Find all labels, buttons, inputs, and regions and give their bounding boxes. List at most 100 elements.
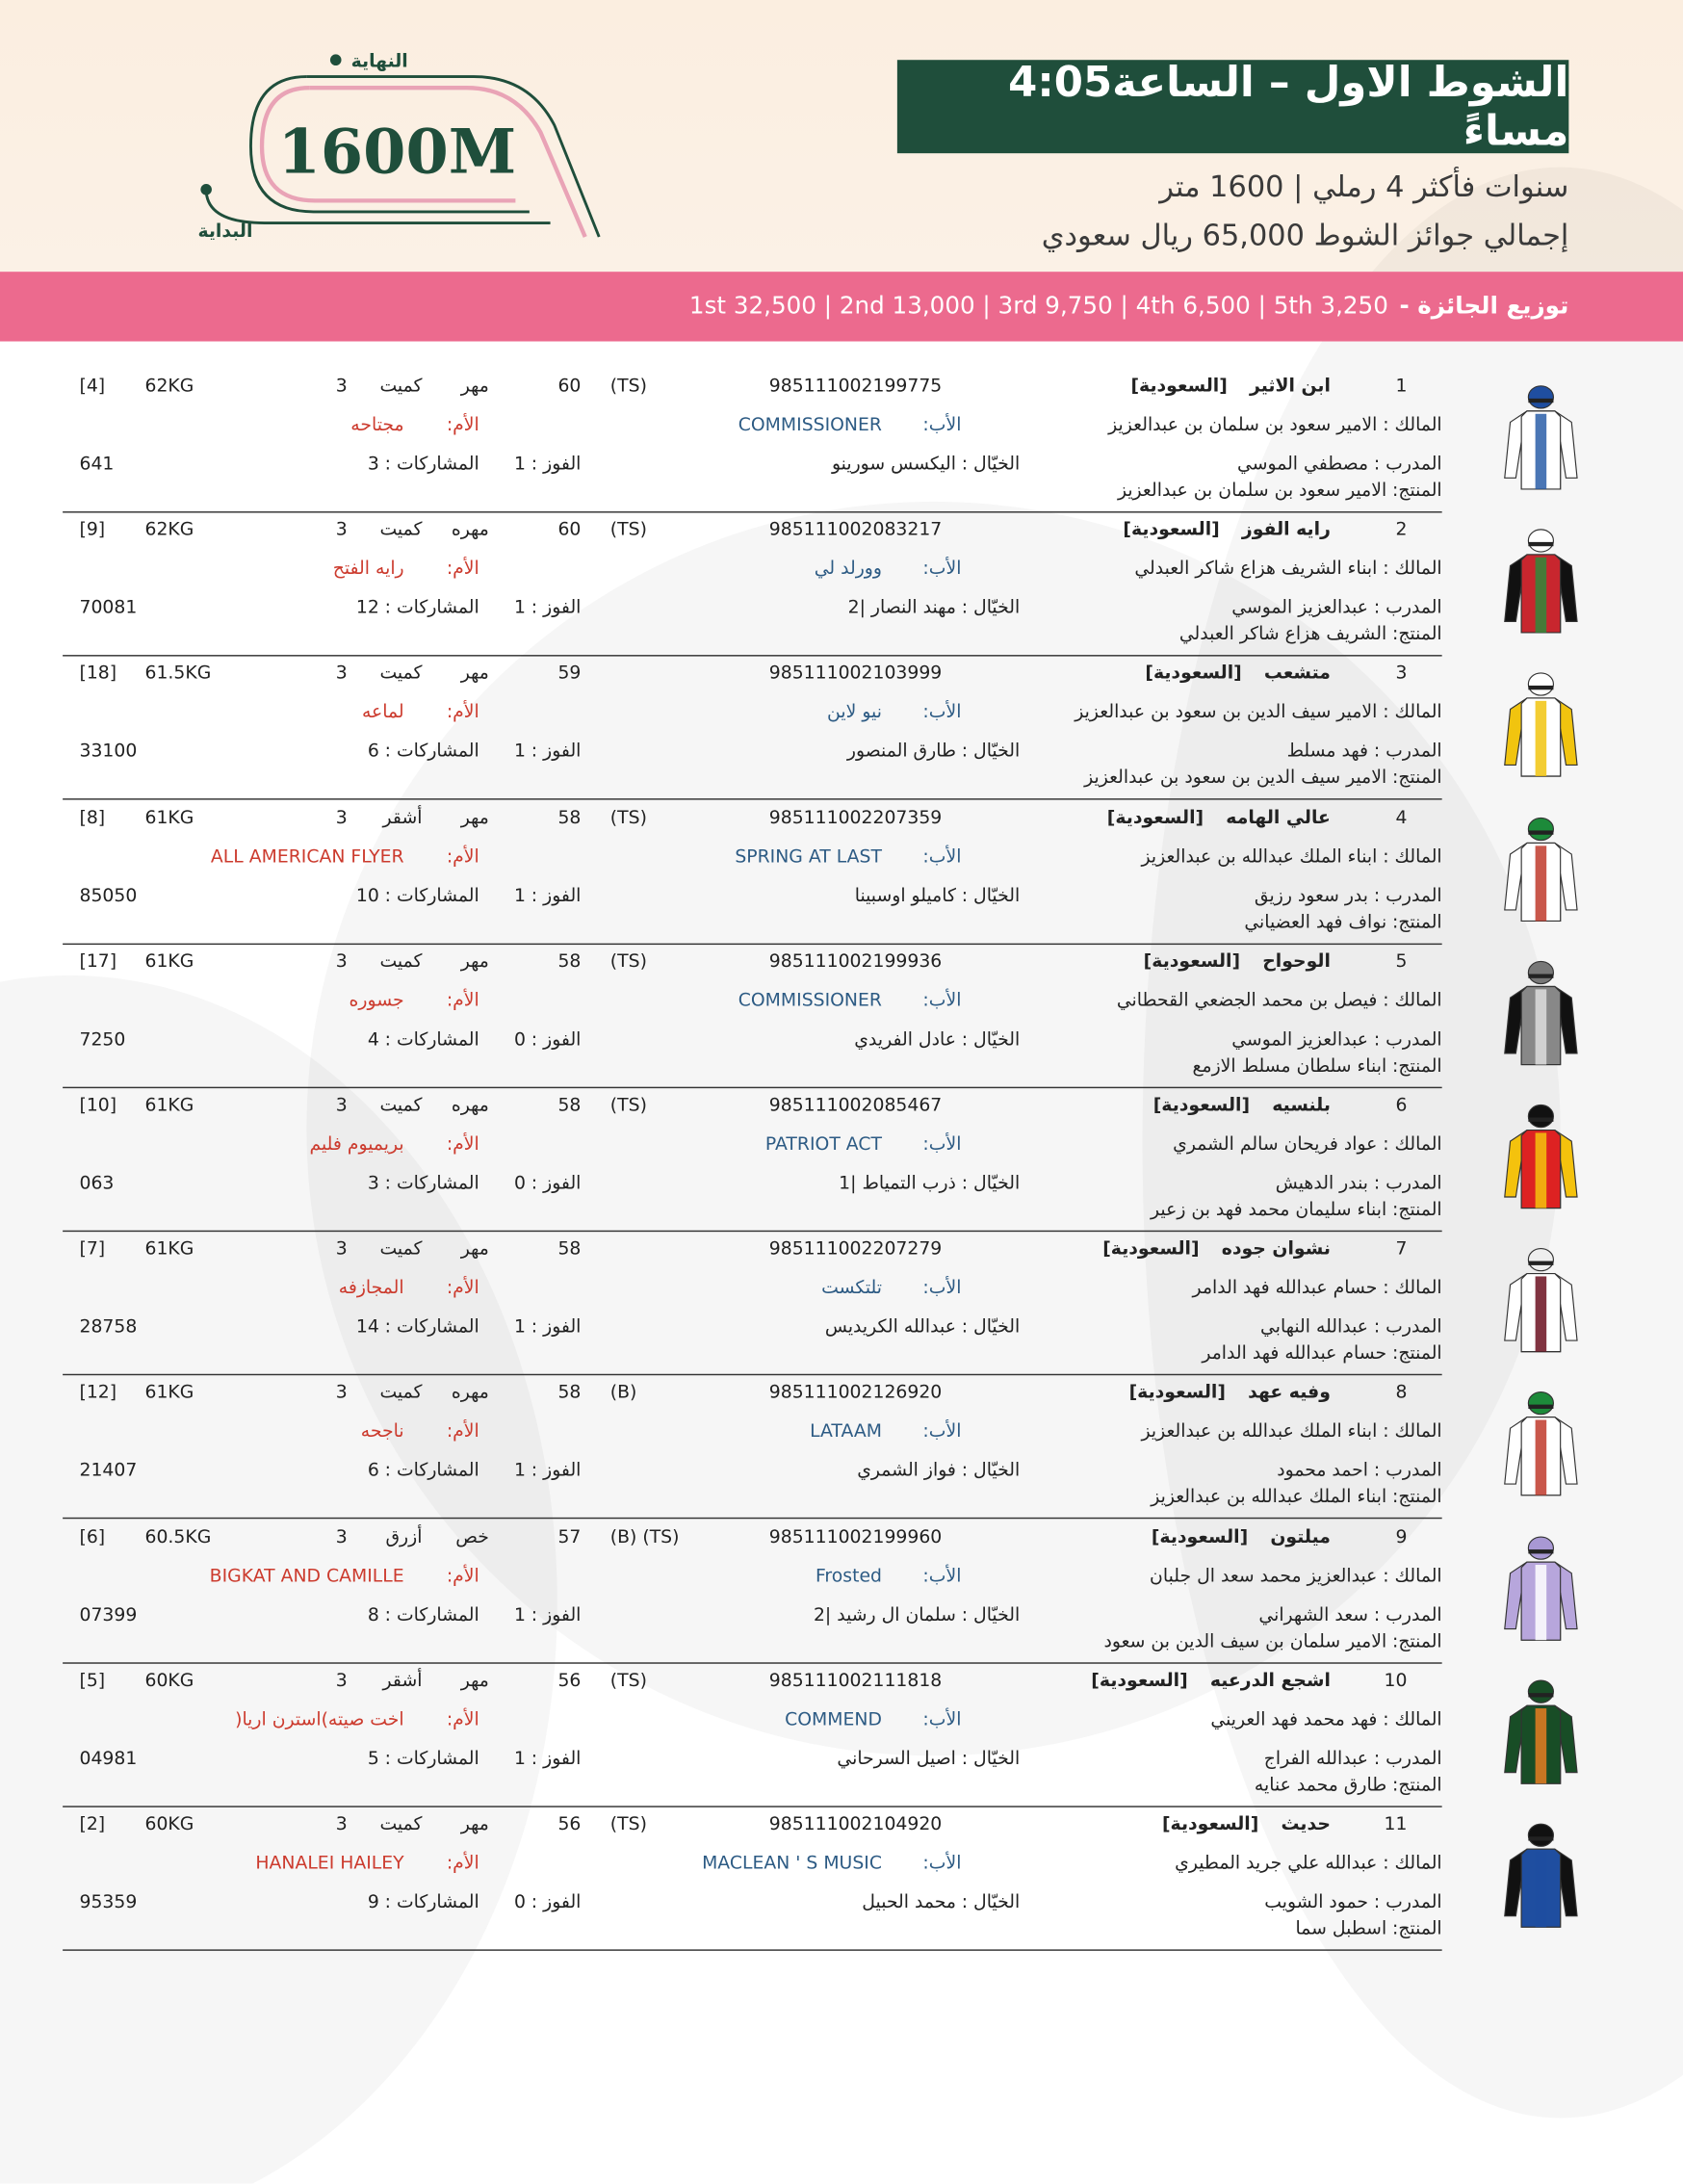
starts: 3 xyxy=(367,1173,379,1195)
row-separator xyxy=(63,798,1442,801)
coat-color: كميت xyxy=(379,1383,423,1404)
runner-name: رايه الفوز xyxy=(1241,520,1331,541)
owner: ابناء الملك عبدالله بن عبدالعزيز xyxy=(1141,1421,1378,1443)
dam-label: الأم: xyxy=(446,1421,479,1443)
starts-label: المشاركات : xyxy=(384,1461,479,1482)
form: 33100 xyxy=(79,741,138,764)
dam: ALL AMERICAN FLYER xyxy=(210,846,404,868)
breeder: الشريف هزاع شاكر العبدلي xyxy=(1178,624,1387,646)
jockey-label: الخيّال : xyxy=(961,1461,1021,1482)
dam: المجازفه xyxy=(338,1278,404,1299)
runner-name-group: ميلتون [السعودية] xyxy=(1152,1526,1331,1548)
owner: الامير سيف الدين بن سعود بن عبدالعزيز xyxy=(1075,702,1378,724)
dam: رايه الفتح xyxy=(332,559,404,581)
breeder-group: المنتج: طارق محمد عنايه xyxy=(1255,1775,1442,1797)
breeder-group: المنتج: الشريف هزاع شاكر العبدلي xyxy=(1179,625,1442,647)
runner-number: 10 xyxy=(1384,1670,1408,1692)
trainer-label: المدرب : xyxy=(1373,741,1442,764)
trainer-group: المدرب : عبدالعزيز الموسي xyxy=(1231,598,1441,620)
jockey-group: الخيّال : ذرب التمياط |1 xyxy=(839,1173,1020,1195)
starts: 4 xyxy=(367,1029,379,1051)
coat-color: كميت xyxy=(379,1814,423,1835)
jockey-group: الخيّال : كاميلو اوسبينا xyxy=(855,886,1020,908)
runner-name-group: وفيه عهد [السعودية] xyxy=(1129,1383,1331,1405)
wins: 1 xyxy=(514,454,527,476)
runner-number: 4 xyxy=(1395,807,1408,829)
owner: عبدالعزيز محمد سعد ال جلبان xyxy=(1150,1565,1378,1587)
row-separator xyxy=(63,1230,1442,1233)
breeder: الامير سلمان بن سيف الدين بن سعود xyxy=(1103,1630,1387,1652)
rating: 57 xyxy=(557,1526,582,1548)
breeder: الامير سيف الدين بن سعود بن عبدالعزيز xyxy=(1084,767,1387,790)
owner-label: المالك : xyxy=(1383,1421,1442,1443)
row-separator xyxy=(63,1374,1442,1376)
trainer-group: المدرب : بندر الدهيش xyxy=(1276,1173,1442,1195)
owner-group: المالك : الامير سعود بن سلمان بن عبدالعزي… xyxy=(1108,415,1442,437)
runner-name: ابن الاثير xyxy=(1249,376,1331,398)
sire-label: الأب: xyxy=(922,415,962,436)
jockey-group: الخيّال : اليكسس سورينو xyxy=(832,455,1020,477)
equipment-tags: (TS) xyxy=(609,1095,647,1117)
starts: 10 xyxy=(355,885,379,907)
jockey: محمد الحبيل xyxy=(862,1892,956,1913)
jockey: طارق المنصور xyxy=(846,741,956,764)
starts: 8 xyxy=(367,1604,379,1626)
dam: BIGKAT AND CAMILLE xyxy=(209,1565,404,1587)
starts-group: المشاركات :8 xyxy=(368,1604,479,1626)
wins: 0 xyxy=(514,1173,527,1195)
wins-label: الفوز : xyxy=(531,741,582,764)
trainer-label: المدرب : xyxy=(1373,1461,1442,1482)
dam: لماعه xyxy=(361,702,404,724)
equipment-tags: (TS) xyxy=(609,376,647,398)
breeder: ابناء سلطان مسلط الازمع xyxy=(1192,1055,1387,1078)
microchip: 985111002199960 xyxy=(768,1526,943,1548)
wins-group: الفوز :1 xyxy=(514,886,581,908)
age: 3 xyxy=(335,1814,348,1835)
wins-label: الفوز : xyxy=(531,1316,582,1339)
runner-name: بلنسيه xyxy=(1272,1095,1331,1117)
starts-label: المشاركات : xyxy=(384,1029,479,1051)
jockey: اصيل السرحاني xyxy=(837,1748,956,1770)
trainer-label: المدرب : xyxy=(1373,1748,1442,1770)
starts-label: المشاركات : xyxy=(384,1316,479,1339)
jockey-group: الخيّال : عبدالله الكريديس xyxy=(825,1317,1020,1339)
sex: خص xyxy=(455,1526,489,1548)
jockey-group: الخيّال : طارق المنصور xyxy=(847,741,1020,764)
trainer: بدر سعود رزيق xyxy=(1254,885,1369,907)
runner-number: 3 xyxy=(1395,663,1408,686)
silks xyxy=(1504,1391,1578,1496)
coat-color: كميت xyxy=(379,951,423,973)
age: 3 xyxy=(335,520,348,541)
runner-nationality: [السعودية] xyxy=(1091,1670,1188,1692)
rating: 58 xyxy=(557,951,582,973)
owner-group: المالك : ابناء الملك عبدالله بن عبدالعزيز xyxy=(1141,846,1441,869)
silks xyxy=(1504,817,1578,922)
runner-name: متشعب xyxy=(1263,663,1331,686)
starts: 9 xyxy=(367,1892,379,1913)
draw: [12] xyxy=(79,1383,117,1404)
age: 3 xyxy=(335,1383,348,1404)
runner-nationality: [السعودية] xyxy=(1151,1526,1249,1548)
runner-number: 5 xyxy=(1395,951,1408,973)
dam: بريميوم فليم xyxy=(309,1133,404,1156)
sire: Frosted xyxy=(815,1565,882,1587)
dam-label: الأم: xyxy=(446,1709,479,1730)
starts-label: المشاركات : xyxy=(384,885,479,907)
row-separator xyxy=(63,1518,1442,1520)
equipment-tags: (TS) xyxy=(609,520,647,541)
equipment-tags: (B) xyxy=(609,1383,637,1404)
trainer-group: المدرب : عبدالله النهابي xyxy=(1260,1317,1442,1339)
starts: 5 xyxy=(367,1748,379,1770)
trainer-group: المدرب : عبدالعزيز الموسي xyxy=(1231,1029,1441,1052)
runner-name-group: الوحواح [السعودية] xyxy=(1144,951,1331,974)
microchip: 985111002083217 xyxy=(768,520,943,541)
rating: 56 xyxy=(557,1670,582,1692)
owner-group: المالك : فهد محمد فهد العريني xyxy=(1210,1709,1441,1731)
weight: 61.5KG xyxy=(144,663,212,686)
wins: 1 xyxy=(514,598,527,619)
owner-group: المالك : عبدالله علي جريد المطيري xyxy=(1175,1854,1442,1876)
microchip: 985111002085467 xyxy=(768,1095,943,1117)
starts-label: المشاركات : xyxy=(384,1604,479,1626)
breeder-group: المنتج: نواف فهد العضياني xyxy=(1244,912,1441,934)
runner-name-group: حديث [السعودية] xyxy=(1162,1814,1331,1836)
